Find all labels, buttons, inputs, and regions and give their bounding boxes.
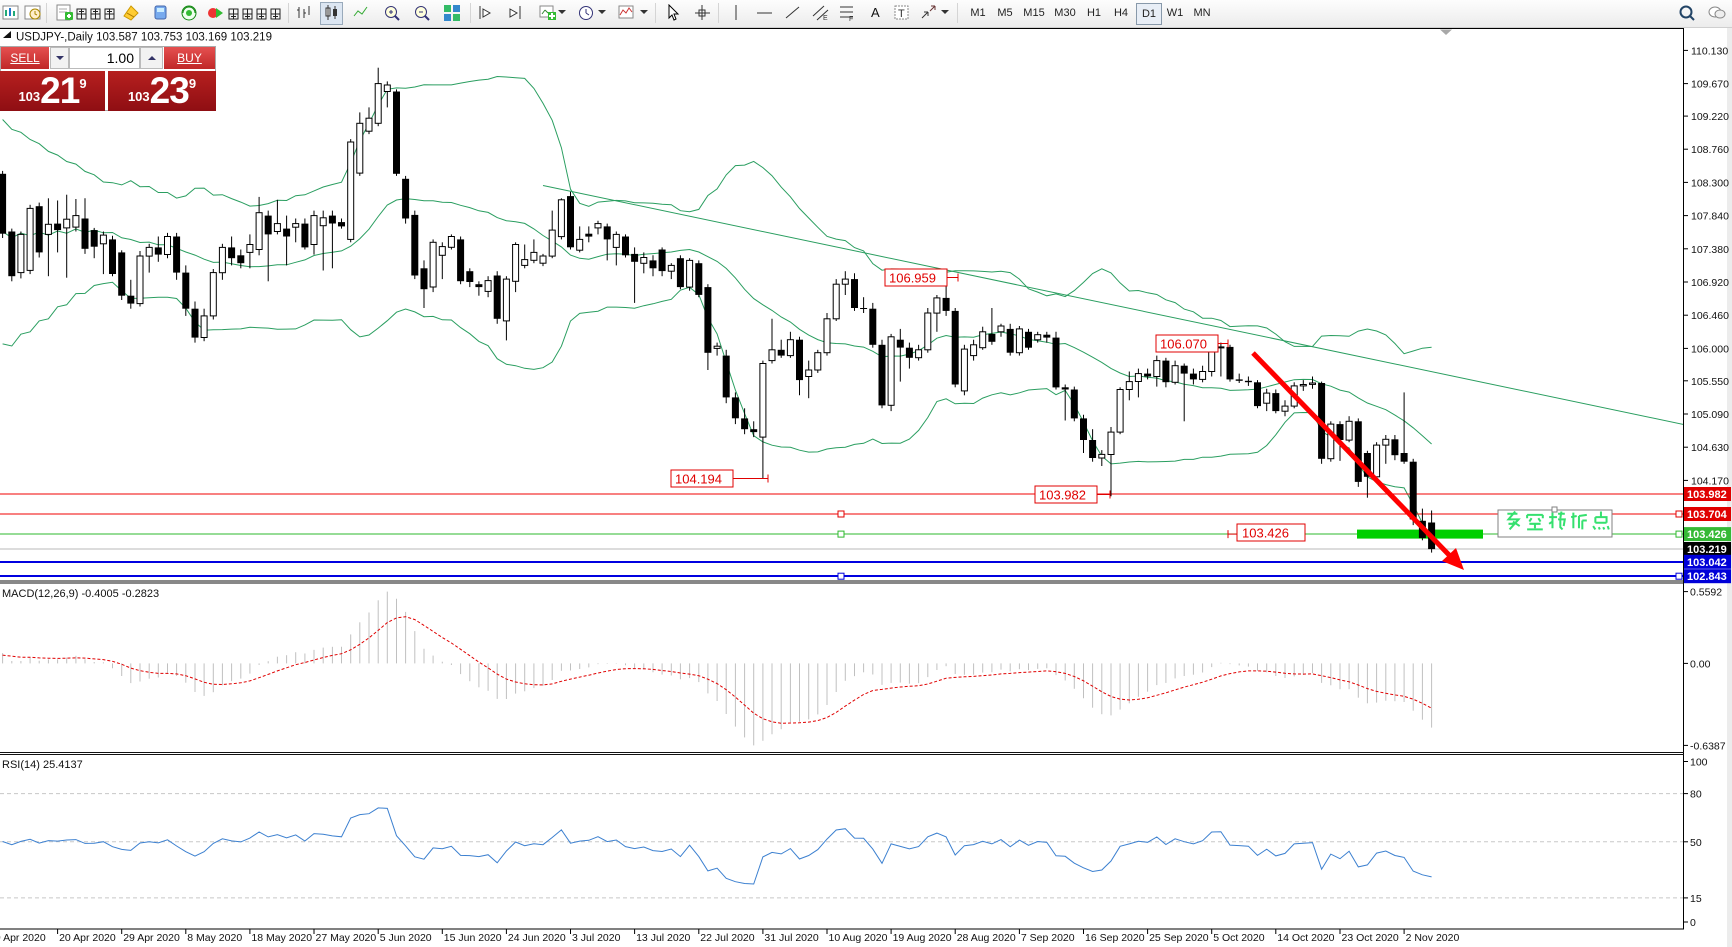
svg-text:F: F: [849, 16, 853, 22]
svg-text:103.982: 103.982: [1687, 489, 1727, 501]
svg-text:107.840: 107.840: [1691, 211, 1729, 223]
svg-text:106.920: 106.920: [1691, 277, 1729, 289]
svg-text:27 May 2020: 27 May 2020: [316, 932, 377, 944]
svg-text:9 Apr 2020: 9 Apr 2020: [0, 932, 46, 944]
svg-text:T: T: [898, 8, 905, 20]
svg-text:E: E: [823, 15, 828, 22]
svg-text:22 Jul 2020: 22 Jul 2020: [700, 932, 754, 944]
svg-text:0: 0: [1690, 917, 1696, 929]
svg-text:RSI(14) 25.4137: RSI(14) 25.4137: [2, 759, 83, 771]
svg-text:25 Sep 2020: 25 Sep 2020: [1149, 932, 1209, 944]
svg-text:103.982: 103.982: [1039, 488, 1086, 503]
svg-text:106.070: 106.070: [1160, 337, 1207, 352]
svg-text:110.130: 110.130: [1691, 45, 1728, 57]
svg-text:104.630: 104.630: [1691, 442, 1729, 454]
svg-text:18 May 2020: 18 May 2020: [251, 932, 312, 944]
svg-text:13 Jul 2020: 13 Jul 2020: [636, 932, 690, 944]
svg-text:104.194: 104.194: [675, 472, 722, 487]
svg-text:7 Sep 2020: 7 Sep 2020: [1021, 932, 1075, 944]
svg-text:106.460: 106.460: [1691, 310, 1729, 322]
svg-text:14 Oct 2020: 14 Oct 2020: [1277, 932, 1334, 944]
svg-text:28 Aug 2020: 28 Aug 2020: [957, 932, 1016, 944]
svg-text:2 Nov 2020: 2 Nov 2020: [1406, 932, 1460, 944]
svg-text:104.170: 104.170: [1691, 475, 1729, 487]
svg-text:100: 100: [1690, 757, 1708, 769]
svg-text:29 Apr 2020: 29 Apr 2020: [123, 932, 180, 944]
svg-text:19 Aug 2020: 19 Aug 2020: [893, 932, 952, 944]
svg-text:105.550: 105.550: [1691, 376, 1729, 388]
svg-text:0.5592: 0.5592: [1690, 587, 1722, 599]
svg-text:MACD(12,26,9) -0.4005 -0.2823: MACD(12,26,9) -0.4005 -0.2823: [2, 588, 159, 600]
svg-text:3 Jul 2020: 3 Jul 2020: [572, 932, 621, 944]
svg-text:23 Oct 2020: 23 Oct 2020: [1342, 932, 1399, 944]
svg-text:108.760: 108.760: [1691, 144, 1729, 156]
svg-text:8 May 2020: 8 May 2020: [187, 932, 242, 944]
svg-text:31 Jul 2020: 31 Jul 2020: [764, 932, 818, 944]
svg-text:24 Jun 2020: 24 Jun 2020: [508, 932, 566, 944]
svg-text:0.00: 0.00: [1690, 658, 1711, 670]
svg-text:103.219: 103.219: [1687, 544, 1727, 556]
svg-text:103.426: 103.426: [1687, 529, 1727, 541]
svg-text:5 Oct 2020: 5 Oct 2020: [1213, 932, 1265, 944]
svg-text:16 Sep 2020: 16 Sep 2020: [1085, 932, 1145, 944]
svg-text:107.380: 107.380: [1691, 244, 1729, 256]
svg-text:20 Apr 2020: 20 Apr 2020: [59, 932, 116, 944]
svg-text:15: 15: [1690, 893, 1702, 905]
svg-text:-0.6387: -0.6387: [1690, 740, 1726, 752]
svg-text:102.843: 102.843: [1687, 571, 1727, 583]
svg-text:108.300: 108.300: [1691, 177, 1729, 189]
svg-text:109.220: 109.220: [1691, 111, 1729, 123]
svg-text:103.042: 103.042: [1687, 557, 1727, 569]
svg-text:USDJPY-,Daily 103.587 103.753: USDJPY-,Daily 103.587 103.753 103.169 10…: [16, 32, 272, 44]
svg-text:103.426: 103.426: [1242, 526, 1289, 541]
svg-text:10 Aug 2020: 10 Aug 2020: [829, 932, 888, 944]
svg-text:109.670: 109.670: [1691, 79, 1729, 91]
svg-text:5 Jun 2020: 5 Jun 2020: [380, 932, 432, 944]
svg-text:103.704: 103.704: [1687, 509, 1728, 521]
svg-text:15 Jun 2020: 15 Jun 2020: [444, 932, 502, 944]
svg-text:80: 80: [1690, 789, 1702, 801]
svg-text:105.090: 105.090: [1691, 409, 1729, 421]
svg-text:50: 50: [1690, 837, 1702, 849]
svg-text:106.959: 106.959: [889, 271, 936, 286]
svg-text:106.000: 106.000: [1691, 343, 1729, 355]
